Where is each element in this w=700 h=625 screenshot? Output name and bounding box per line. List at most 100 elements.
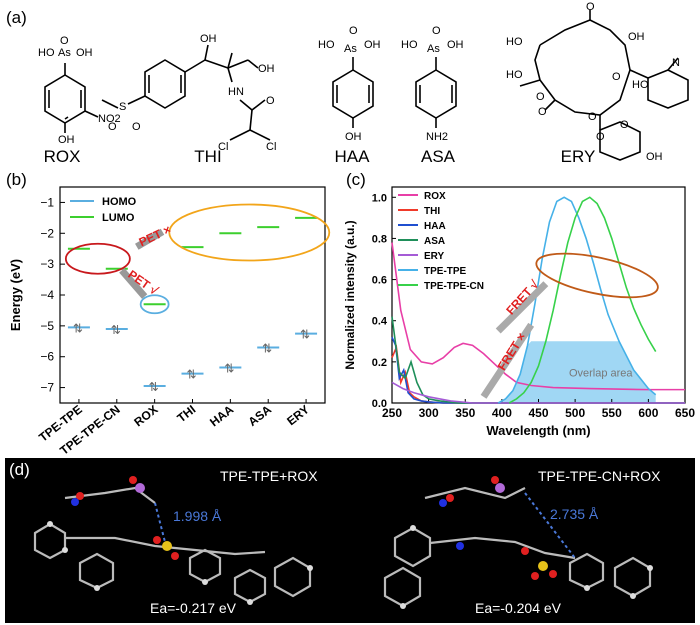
asa-atom-o: O [432,25,441,37]
y-tick-label: 0.2 [372,357,387,369]
right-adsorption-energy: Ea=-0.204 eV [475,600,562,616]
asa-atom-oh: OH [447,39,464,51]
y-tick-label: 0.0 [372,398,387,410]
donor-lumo-ellipse [64,242,131,275]
y-tick-label: −6 [40,350,54,364]
legend-label: THI [424,206,440,217]
thi-atom-o2: O [132,121,141,133]
spectra-chart: 250 300 350 400 450 500 550 600 650 0.0 0.2 0.4 0.6 0… [343,186,695,438]
molecule-structures: HO As OH O NO2 OH OH OH HN O Cl Cl S O O… [38,1,689,163]
fret-success-arrow [495,281,549,334]
thi-atom-oh1: OH [200,33,217,45]
y-tick-label: 0.4 [372,316,388,328]
rox-lumo-ellipse [139,294,170,315]
molecule-name-thi: THI [194,147,222,166]
left-adsorption-energy: Ea=-0.217 eV [150,600,237,616]
series-line-tpe-tpe-cn [508,196,657,404]
panel-b-label: (b) [6,170,27,189]
left-complex-title: TPE-TPE+ROX [220,468,318,484]
left-hbond-distance: 1.998 Å [173,508,222,524]
electron-pair-arrows: ⇅ [186,368,196,382]
ery-atom-ho3: HO [632,79,649,91]
molecule-name-ery: ERY [560,147,596,166]
right-complex-title: TPE-TPE-CN+ROX [538,468,661,484]
series-line-asa [391,316,685,404]
y-tick-label: −2 [40,226,54,240]
asa-structure [415,57,457,128]
legend-label: ROX [424,191,446,202]
ery-atom-o6: O [620,119,629,131]
panel-a-label: (a) [6,8,27,27]
y-tick-label: 1.0 [372,192,387,204]
haa-atom-oh: OH [364,39,381,51]
haa-atom-o: O [349,25,358,37]
x-axis-label: Wavelength (nm) [486,423,590,438]
ery-atom-n: N [672,57,680,69]
legend-label: HAA [424,221,446,232]
x-tick-label: 600 [638,406,658,420]
molecule-name-rox: ROX [43,147,81,166]
ery-atom-o2: O [612,71,621,83]
thi-atom-o1: O [108,121,117,133]
legend-label: TPE-TPE [424,266,467,277]
ery-atom-o5: O [588,111,597,123]
electron-pair-arrows: ⇅ [262,341,272,355]
overlap-area-label: Overlap area [569,367,633,379]
rox-atom-oh2: OH [58,134,75,146]
acceptor-ellipse [535,252,659,299]
y-tick-label: −1 [40,195,54,209]
legend-label: LUMO [102,212,135,224]
y-tick-label: −5 [40,319,54,333]
x-tick-label: ROX [131,402,160,429]
x-tick-label: 250 [382,406,402,420]
thi-atom-hn: HN [228,86,244,98]
legend-label: ERY [424,251,445,262]
rox-atom-no2: NO2 [98,113,121,125]
ery-atom-oh2: OH [646,151,663,163]
x-tick-label: 650 [675,406,695,420]
haa-atom-oh2: OH [345,131,362,143]
ery-atom-o7: O [596,131,605,143]
series-line-tpe-tpe [497,196,657,404]
electron-pair-arrows: ⇅ [73,321,83,335]
thi-atom-cl2: Cl [266,141,276,153]
x-tick-label: ERY [284,402,312,428]
y-tick-label: −4 [40,288,54,302]
series-line-ery [391,381,685,404]
rox-atom-ho: HO [38,47,55,59]
y-tick-label: 0.8 [372,233,387,245]
ery-atom-o1: O [586,1,595,13]
thi-atom-oh2: OH [258,63,275,75]
ery-atom-o3: O [536,91,545,103]
molecular-models [33,476,653,609]
x-tick-label: 450 [528,406,548,420]
pet-fail-label: PET × [137,222,173,249]
x-tick-label: 400 [492,406,512,420]
asa-atom-ho: HO [401,39,418,51]
ery-atom-ho1: HO [506,36,523,48]
asa-atom-nh2: NH2 [426,131,448,143]
y-tick-label: −3 [40,257,54,271]
electron-pair-arrows: ⇅ [224,362,234,376]
electron-pair-arrows: ⇅ [111,323,121,337]
molecule-name-asa: ASA [420,147,456,166]
fret-fail-arrow [480,322,535,399]
legend-label: HOMO [102,196,137,208]
analyte-lumo-ellipse [168,203,331,262]
rox-atom-as: As [58,47,71,59]
y-axis-label: Energy (eV) [8,259,23,331]
molecule-name-haa: HAA [334,147,370,166]
right-hbond-distance: 2.735 Å [550,506,599,522]
electron-pair-arrows: ⇅ [149,380,159,394]
asa-atom-as: As [427,43,440,55]
ery-atom-ho2: HO [506,69,523,81]
haa-atom-as: As [344,43,357,55]
haa-atom-ho: HO [318,39,335,51]
series-line-rox [391,242,685,391]
panel-d-label: (d) [9,460,30,479]
y-tick-label: −7 [40,381,54,395]
panel-c-label: (c) [346,170,366,189]
electron-pair-arrows: ⇅ [300,328,310,342]
ery-atom-oh1: OH [628,31,645,43]
